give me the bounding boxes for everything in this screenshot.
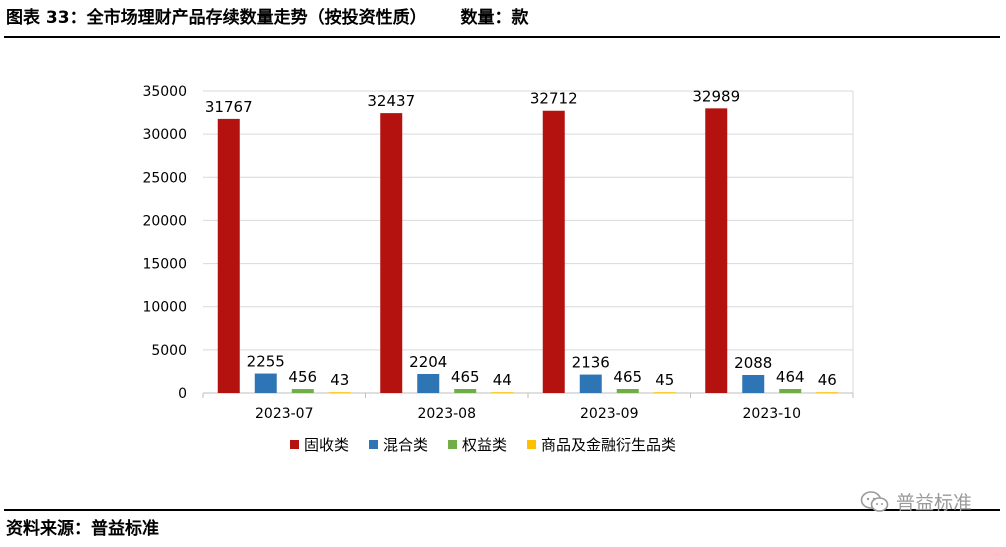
chart-header: 图表 33：全市场理财产品存续数量走势（按投资性质） 数量：款 <box>6 4 1000 32</box>
chat-bubble-icon <box>860 490 889 512</box>
bar <box>254 373 277 393</box>
x-tick-label: 2023-10 <box>743 406 802 422</box>
data-label: 465 <box>613 368 642 386</box>
y-tick-label: 10000 <box>142 300 187 316</box>
bar <box>579 374 602 393</box>
x-tick-label: 2023-08 <box>418 406 477 422</box>
bar <box>417 373 440 393</box>
y-tick-label: 30000 <box>142 127 187 143</box>
top-rule <box>4 36 1000 38</box>
gridlines <box>203 90 854 393</box>
bar <box>328 392 351 393</box>
bar <box>653 392 676 393</box>
legend-label: 固收类 <box>304 436 349 454</box>
y-tick-label: 5000 <box>151 343 187 359</box>
legend-swatch <box>290 440 299 449</box>
bar <box>816 392 839 393</box>
data-label: 2204 <box>409 353 447 371</box>
data-label: 2255 <box>247 353 285 371</box>
bar <box>779 388 802 393</box>
legend-swatch <box>448 440 458 449</box>
legend-label: 权益类 <box>462 436 507 454</box>
bar <box>291 389 314 393</box>
data-label: 465 <box>451 368 480 386</box>
legend-label: 混合类 <box>383 436 428 454</box>
data-label: 32712 <box>530 90 578 108</box>
bars <box>217 108 839 394</box>
bar <box>454 388 477 393</box>
legend: 固收类 混合类 权益类 商品及金融衍生品类 <box>290 436 676 454</box>
y-tick-label: 0 <box>178 386 187 402</box>
bottom-rule <box>4 509 1000 511</box>
data-label: 46 <box>818 371 837 389</box>
bar <box>217 118 240 393</box>
data-label: 456 <box>288 368 317 386</box>
y-tick-label: 35000 <box>142 84 187 100</box>
bar <box>380 113 403 394</box>
data-label: 44 <box>493 371 512 389</box>
y-tick-label: 15000 <box>142 257 187 273</box>
y-tick-label: 20000 <box>142 213 187 229</box>
watermark-text: 普益标准 <box>895 492 972 514</box>
x-axis: 2023-07 2023-08 2023-09 2023-10 <box>202 392 854 422</box>
bar <box>705 108 728 394</box>
data-label: 2136 <box>572 354 610 372</box>
x-tick-label: 2023-07 <box>255 406 314 422</box>
data-label: 32437 <box>367 92 415 110</box>
x-tick-label: 2023-09 <box>580 406 639 422</box>
watermark: 普益标准 <box>860 488 972 515</box>
legend-label: 商品及金融衍生品类 <box>541 436 676 454</box>
data-label: 31767 <box>205 98 253 116</box>
data-label: 2088 <box>734 354 772 372</box>
data-label: 32989 <box>692 87 740 105</box>
source-note: 资料来源：普益标准 <box>6 519 159 539</box>
chart-title: 图表 33：全市场理财产品存续数量走势（按投资性质） <box>6 8 427 28</box>
legend-swatch <box>369 440 379 449</box>
legend-swatch <box>527 440 537 449</box>
bar <box>542 110 565 393</box>
y-tick-label: 25000 <box>142 170 187 186</box>
data-label: 45 <box>655 371 674 389</box>
data-label: 464 <box>776 368 805 386</box>
bar <box>742 374 765 393</box>
data-label: 43 <box>330 371 349 389</box>
bar <box>491 392 514 393</box>
unit-label: 数量：款 <box>460 8 529 28</box>
y-axis: 0 5000 10000 15000 20000 25000 30000 35000 <box>142 84 187 402</box>
bar <box>616 388 639 393</box>
